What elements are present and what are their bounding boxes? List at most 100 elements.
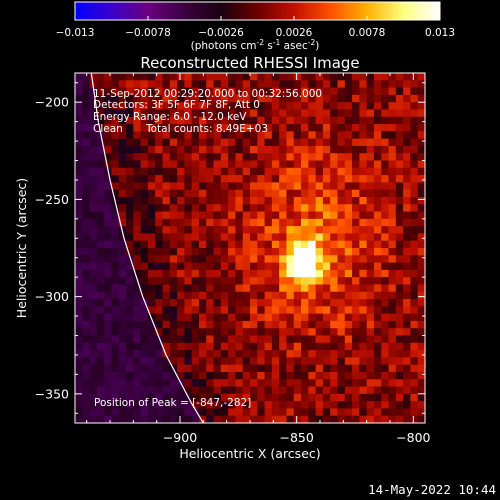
heatmap-cell — [315, 328, 324, 337]
heatmap-cell — [198, 204, 207, 213]
heatmap-cell — [293, 408, 302, 417]
heatmap-cell — [169, 350, 178, 358]
heatmap-cell — [89, 116, 98, 125]
heatmap-cell — [169, 167, 178, 176]
heatmap-cell — [96, 189, 105, 198]
heatmap-cell — [235, 379, 244, 388]
colorbar-tick-label: −0.0078 — [125, 27, 171, 39]
heatmap-cell — [359, 313, 368, 322]
heatmap-cell — [344, 73, 353, 81]
heatmap-cell — [308, 167, 317, 176]
heatmap-cell — [366, 350, 375, 358]
heatmap-cell — [322, 233, 331, 242]
heatmap-cell — [213, 218, 222, 227]
heatmap-cell — [111, 277, 120, 286]
heatmap-cell — [220, 320, 229, 329]
heatmap-cell — [198, 131, 207, 140]
heatmap-cell — [104, 386, 113, 395]
heatmap-cell — [162, 138, 171, 147]
heatmap-cell — [89, 189, 98, 198]
heatmap-cell — [417, 80, 425, 89]
heatmap-cell — [359, 196, 368, 205]
heatmap-cell — [126, 211, 134, 220]
heatmap-cell — [82, 218, 91, 227]
heatmap-cell — [177, 350, 185, 358]
heatmap-cell — [388, 371, 397, 380]
heatmap-cell — [337, 335, 346, 344]
heatmap-cell — [155, 116, 164, 125]
heatmap-cell — [191, 277, 200, 286]
heatmap-cell — [417, 386, 425, 395]
heatmap-cell — [104, 124, 113, 132]
heatmap-cell — [366, 277, 375, 286]
heatmap-cell — [220, 116, 229, 125]
heatmap-cell — [177, 189, 185, 198]
heatmap-cell — [82, 196, 91, 205]
heatmap-cell — [315, 408, 324, 417]
heatmap-cell — [191, 124, 200, 132]
heatmap-cell — [220, 138, 229, 147]
heatmap-cell — [410, 145, 419, 154]
heatmap-cell — [89, 306, 98, 315]
heatmap-cell — [271, 371, 280, 380]
heatmap-cell — [315, 94, 324, 103]
heatmap-cell — [381, 211, 390, 220]
heatmap-cell — [279, 262, 288, 271]
heatmap-cell — [366, 328, 375, 337]
heatmap-cell — [82, 255, 91, 264]
heatmap-cell — [337, 73, 346, 81]
heatmap-cell — [286, 211, 295, 220]
heatmap-cell — [322, 350, 331, 358]
heatmap-cell — [359, 415, 368, 423]
heatmap-cell — [322, 291, 331, 300]
heatmap-cell — [279, 218, 288, 227]
heatmap-cell — [118, 189, 127, 198]
heatmap-cell — [169, 335, 178, 344]
heatmap-cell — [257, 124, 266, 132]
heatmap-cell — [220, 248, 229, 256]
heatmap-cell — [301, 218, 309, 227]
heatmap-cell — [104, 277, 113, 286]
heatmap-cell — [147, 328, 156, 337]
heatmap-cell — [337, 357, 346, 366]
heatmap-cell — [162, 255, 171, 264]
heatmap-cell — [403, 153, 412, 162]
heatmap-cell — [184, 379, 193, 388]
heatmap-cell — [395, 401, 404, 410]
heatmap-cell — [257, 233, 266, 242]
heatmap-cell — [169, 80, 178, 89]
heatmap-cell — [104, 138, 113, 147]
heatmap-cell — [381, 262, 390, 271]
heatmap-cell — [191, 342, 200, 351]
heatmap-cell — [264, 196, 273, 205]
heatmap-cell — [373, 277, 382, 286]
heatmap-cell — [301, 94, 309, 103]
heatmap-cell — [147, 131, 156, 140]
heatmap-cell — [104, 291, 113, 300]
heatmap-cell — [184, 145, 193, 154]
heatmap-cell — [213, 211, 222, 220]
heatmap-cell — [352, 182, 360, 191]
heatmap-cell — [250, 233, 258, 242]
heatmap-cell — [388, 299, 397, 307]
heatmap-cell — [359, 153, 368, 162]
heatmap-cell — [279, 393, 288, 402]
heatmap-cell — [104, 328, 113, 337]
heatmap-cell — [213, 167, 222, 176]
heatmap-cell — [257, 204, 266, 213]
heatmap-cell — [162, 218, 171, 227]
colorbar: −0.013 −0.0078 −0.0026 0.0026 0.0078 0.013 (p… — [56, 1, 455, 52]
heatmap-cell — [373, 87, 382, 96]
heatmap-cell — [118, 357, 127, 366]
heatmap-cell — [169, 138, 178, 147]
heatmap-cell — [359, 73, 368, 81]
heatmap-cell — [250, 350, 258, 358]
heatmap-cell — [271, 196, 280, 205]
heatmap-cell — [220, 167, 229, 176]
heatmap-cell — [111, 226, 120, 235]
heatmap-cell — [140, 167, 149, 176]
heatmap-cell — [104, 393, 113, 402]
heatmap-cell — [250, 262, 258, 271]
heatmap-cell — [89, 320, 98, 329]
heatmap-cell — [293, 226, 302, 235]
